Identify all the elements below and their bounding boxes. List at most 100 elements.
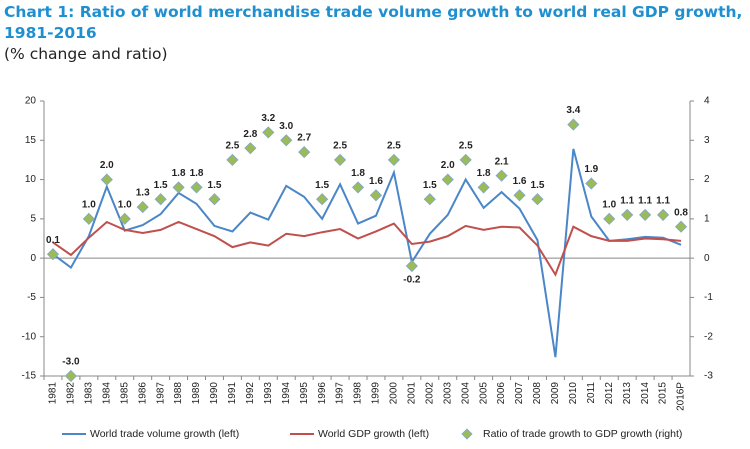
chart-title: Chart 1: Ratio of world merchandise trad… xyxy=(4,3,743,42)
x-tick-label: 1989 xyxy=(191,382,202,405)
ratio-marker xyxy=(477,181,490,194)
legend-label: World trade volume growth (left) xyxy=(90,428,239,440)
ratio-marker xyxy=(405,259,418,273)
data-label: 1.8 xyxy=(172,168,186,179)
ratio-marker xyxy=(369,189,383,202)
ratio-marker xyxy=(639,208,652,221)
data-label: 2.0 xyxy=(441,160,455,171)
x-tick-label: 1997 xyxy=(335,382,346,405)
ratio-marker xyxy=(262,126,275,139)
data-label: 1.0 xyxy=(602,199,616,210)
ratio-marker xyxy=(136,201,149,214)
x-tick-label: 2003 xyxy=(442,382,453,405)
x-tick-label: 1992 xyxy=(245,382,256,405)
x-tick-label: 2010 xyxy=(568,382,579,405)
x-tick-label: 2014 xyxy=(640,382,651,405)
x-tick-label: 2005 xyxy=(478,382,489,405)
ratio-marker xyxy=(657,208,670,221)
ratio-marker xyxy=(190,181,203,194)
x-tick-label: 2015 xyxy=(658,382,669,405)
ratio-marker xyxy=(387,153,400,166)
y-tick-label: 20 xyxy=(25,96,37,107)
x-tick-label: 2013 xyxy=(622,382,633,405)
x-tick-label: 1985 xyxy=(119,382,130,405)
y2-tick-label: 1 xyxy=(704,213,710,224)
data-label: 1.0 xyxy=(118,199,132,210)
ratio-marker xyxy=(46,248,60,261)
ratio-marker xyxy=(603,212,616,225)
ratio-marker xyxy=(423,193,436,206)
x-tick-label: 1981 xyxy=(48,382,59,405)
ratio-marker xyxy=(316,193,329,206)
x-tick-label: 2000 xyxy=(389,382,400,405)
x-tick-label: 1993 xyxy=(263,382,274,405)
x-tick-label: 1990 xyxy=(209,382,220,405)
data-label: 1.6 xyxy=(369,176,383,187)
y2-tick-label: 2 xyxy=(704,174,710,185)
data-label: 2.0 xyxy=(100,160,114,171)
x-tick-label: 2011 xyxy=(586,382,597,404)
data-label: 2.1 xyxy=(495,156,509,167)
y-tick-label: 15 xyxy=(25,135,37,146)
data-label: 1.8 xyxy=(477,168,491,179)
data-label: 1.1 xyxy=(620,196,634,207)
x-tick-label: 2007 xyxy=(514,382,525,405)
chart-subtitle: (% change and ratio) xyxy=(4,45,168,63)
y-tick-label: 0 xyxy=(30,253,36,264)
x-tick-label: 1999 xyxy=(371,382,382,405)
legend-label: World GDP growth (left) xyxy=(318,428,429,440)
data-label: 1.8 xyxy=(190,168,204,179)
data-label: 2.7 xyxy=(297,133,311,144)
data-label: 1.6 xyxy=(513,176,527,187)
data-label: 1.5 xyxy=(315,180,329,191)
y-tick-label: 5 xyxy=(30,213,36,224)
y2-tick-label: 0 xyxy=(704,253,710,264)
data-label: 2.5 xyxy=(225,141,239,152)
x-tick-label: 1988 xyxy=(173,382,184,405)
data-label: 3.0 xyxy=(279,121,293,132)
x-tick-label: 2002 xyxy=(424,382,435,405)
x-tick-label: 1994 xyxy=(281,382,292,405)
data-label: 0.8 xyxy=(674,207,688,218)
ratio-marker xyxy=(441,173,454,186)
line-series xyxy=(52,220,682,277)
ratio-marker xyxy=(585,177,598,190)
x-tick-label: 1986 xyxy=(137,382,148,405)
x-tick-label: 1982 xyxy=(66,382,77,405)
x-tick-label: 2006 xyxy=(496,382,507,405)
x-tick-label: 2009 xyxy=(550,382,561,405)
legend-swatch xyxy=(461,428,473,440)
y-tick-label: 10 xyxy=(25,174,37,185)
data-label: 1.0 xyxy=(82,199,96,210)
y2-tick-label: 4 xyxy=(704,96,710,107)
y2-tick-label: -2 xyxy=(704,331,713,342)
ratio-marker xyxy=(674,220,688,233)
ratio-marker xyxy=(567,118,580,131)
ratio-marker xyxy=(298,146,311,159)
x-tick-label: 2004 xyxy=(460,382,471,405)
legend-label: Ratio of trade growth to GDP growth (rig… xyxy=(483,428,682,440)
ratio-marker xyxy=(208,193,221,206)
x-tick-label: 1983 xyxy=(84,382,95,405)
ratio-marker xyxy=(82,212,95,225)
data-label: 1.5 xyxy=(154,180,168,191)
x-tick-label: 1995 xyxy=(299,382,310,405)
x-tick-label: 1996 xyxy=(317,382,328,405)
y2-tick-label: -1 xyxy=(704,292,713,303)
ratio-marker xyxy=(154,193,167,206)
y-tick-label: -10 xyxy=(22,331,37,342)
x-tick-label: 1984 xyxy=(101,382,112,405)
x-tick-label: 2008 xyxy=(532,382,543,405)
y-tick-label: -15 xyxy=(22,371,37,382)
ratio-marker xyxy=(280,134,293,147)
x-tick-label: 2001 xyxy=(407,382,418,405)
ratio-marker xyxy=(531,193,544,206)
data-label: 2.8 xyxy=(243,129,257,140)
data-label: 3.4 xyxy=(566,105,580,116)
ratio-marker xyxy=(621,208,634,221)
data-label: 1.5 xyxy=(423,180,437,191)
x-tick-label: 1998 xyxy=(353,382,364,405)
data-label: 1.8 xyxy=(351,168,365,179)
